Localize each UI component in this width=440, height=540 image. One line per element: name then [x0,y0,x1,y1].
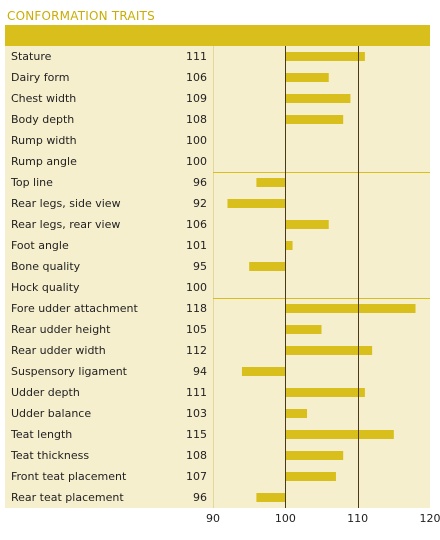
trait-label: Udder depth [11,386,80,399]
trait-row: Udder balance 103 [5,403,213,424]
trait-value: 92 [193,197,207,210]
trait-value: 96 [193,491,207,504]
bar [285,220,329,229]
x-tick-label: 100 [274,512,296,525]
trait-label: Stature [11,50,52,63]
trait-value: 108 [186,449,207,462]
trait-value: 108 [186,113,207,126]
trait-value: 115 [186,428,207,441]
trait-row: Rear legs, side view 92 [5,193,213,214]
trait-label: Top line [11,176,53,189]
trait-row: Rump angle 100 [5,151,213,172]
bar [285,115,344,124]
trait-label: Front teat placement [11,470,127,483]
bar [285,52,365,61]
bar [227,199,286,208]
trait-label: Rear udder height [11,323,111,336]
bar [285,73,329,82]
trait-value: 100 [186,155,207,168]
trait-row: Top line 96 [5,172,213,193]
chart-title: CONFORMATION TRAITS [7,9,155,23]
trait-value: 100 [186,281,207,294]
trait-value: 105 [186,323,207,336]
trait-label: Udder balance [11,407,92,420]
bar [285,346,373,355]
trait-row: Chest width 109 [5,88,213,109]
bar [285,409,308,418]
trait-value: 111 [186,50,207,63]
trait-label: Rear teat placement [11,491,124,504]
trait-value: 95 [193,260,207,273]
trait-row: Foot angle 101 [5,235,213,256]
trait-label: Bone quality [11,260,81,273]
trait-value: 111 [186,386,207,399]
trait-row: Rear udder height 105 [5,319,213,340]
trait-row: Suspensory ligament 94 [5,361,213,382]
trait-row: Teat length 115 [5,424,213,445]
trait-row: Rear legs, rear view 106 [5,214,213,235]
trait-label: Rear udder width [11,344,106,357]
bar [285,241,293,250]
bar [285,304,416,313]
trait-value: 109 [186,92,207,105]
x-tick-label: 120 [419,512,440,525]
trait-row: Body depth 108 [5,109,213,130]
trait-label: Teat length [11,428,73,441]
trait-label: Teat thickness [11,449,90,462]
trait-row: Rump width 100 [5,130,213,151]
x-tick-label: 90 [206,512,220,525]
trait-row: Fore udder attachment 118 [5,298,213,319]
bar [241,367,286,376]
bar [285,451,344,460]
bar [256,493,286,502]
x-tick-label: 110 [347,512,369,525]
trait-value: 107 [186,470,207,483]
trait-label: Hock quality [11,281,80,294]
trait-row: Teat thickness 108 [5,445,213,466]
bar [285,94,351,103]
trait-label: Dairy form [11,71,70,84]
bar [285,430,394,439]
bar [285,325,322,334]
bar [285,472,336,481]
trait-label: Body depth [11,113,75,126]
trait-row: Rear teat placement 96 [5,487,213,508]
trait-label: Fore udder attachment [11,302,138,315]
trait-value: 106 [186,71,207,84]
trait-label: Suspensory ligament [11,365,127,378]
trait-row: Stature 111 [5,46,213,67]
trait-value: 96 [193,176,207,189]
bar [249,262,286,271]
bar [256,178,286,187]
trait-value: 112 [186,344,207,357]
trait-label: Rump angle [11,155,77,168]
trait-row: Bone quality 95 [5,256,213,277]
trait-value: 101 [186,239,207,252]
trait-row: Rear udder width 112 [5,340,213,361]
trait-row: Udder depth 111 [5,382,213,403]
trait-label: Rear legs, side view [11,197,121,210]
trait-label: Rump width [11,134,77,147]
trait-label: Foot angle [11,239,69,252]
trait-row: Hock quality 100 [5,277,213,298]
trait-label: Rear legs, rear view [11,218,121,231]
trait-value: 100 [186,134,207,147]
trait-value: 118 [186,302,207,315]
trait-row: Front teat placement 107 [5,466,213,487]
bar [285,388,365,397]
trait-row: Dairy form 106 [5,67,213,88]
header-band [5,25,430,46]
trait-label: Chest width [11,92,77,105]
trait-value: 103 [186,407,207,420]
trait-value: 106 [186,218,207,231]
trait-value: 94 [193,365,207,378]
